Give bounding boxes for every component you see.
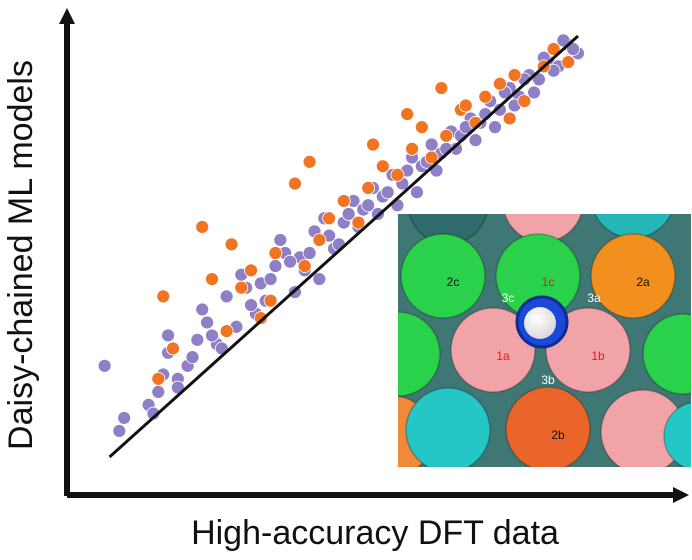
inset-surface-model: 2c 1c 2a 1a 1b 2b 3c 3a 3b [398, 214, 691, 467]
surface-atom [663, 401, 691, 467]
series-0-point [556, 33, 571, 48]
series-0-point [112, 424, 127, 438]
series-1-point [361, 180, 376, 195]
series-1-point [351, 215, 366, 230]
series-1-point [234, 280, 249, 295]
series-1-point [224, 237, 239, 252]
site-label-1b: 1b [591, 349, 605, 363]
series-1-point [195, 220, 210, 234]
site-label-3b: 3b [541, 373, 555, 387]
series-1-point [414, 120, 429, 135]
series-1-point [439, 128, 454, 143]
y-axis-label: Daisy-chained ML models [2, 60, 40, 450]
series-0-point [263, 272, 278, 286]
series-0-point [341, 207, 356, 221]
surface-atom [398, 311, 441, 397]
series-1-point [219, 324, 234, 339]
series-0-point [493, 102, 507, 117]
series-0-point [97, 358, 112, 373]
series-0-point [410, 185, 424, 200]
site-label-2c: 2c [447, 275, 460, 289]
series-0-point [195, 302, 210, 317]
series-1-point [297, 259, 312, 273]
adsorbate-core [524, 307, 556, 339]
series-0-point [283, 254, 297, 269]
series-1-point [502, 111, 517, 126]
series-1-point [546, 42, 561, 56]
series-0-point [302, 246, 317, 260]
series-1-point [205, 272, 219, 286]
series-0-point [244, 298, 258, 312]
series-1-point [322, 211, 337, 226]
x-axis-label: High-accuracy DFT data [191, 514, 559, 552]
series-1-point [288, 176, 302, 191]
series-1-point [302, 154, 317, 169]
site-label-1c: 1c [542, 275, 555, 289]
series-1-point [400, 107, 415, 122]
series-1-point [366, 137, 380, 152]
series-1-point [253, 311, 268, 326]
series-0-point [273, 233, 288, 247]
site-label-3a: 3a [587, 291, 601, 305]
series-1-point [434, 81, 449, 95]
surface-atom [504, 214, 582, 243]
series-1-point [405, 141, 419, 156]
series-0-point [488, 120, 502, 135]
series-0-point [117, 411, 132, 425]
site-label-2b: 2b [551, 428, 565, 442]
series-0-point [468, 133, 483, 148]
surface-atom [594, 214, 672, 239]
series-1-point [151, 371, 166, 386]
fit-line [108, 34, 580, 459]
series-1-point [268, 246, 283, 260]
series-0-point [312, 272, 327, 286]
series-0-point [185, 350, 200, 365]
inset-spheres: 2c 1c 2a 1a 1b 2b 3c 3a 3b [398, 214, 691, 467]
series-1-point [424, 150, 439, 165]
plot-area [97, 33, 585, 459]
series-0-point [190, 332, 205, 347]
series-1-point [493, 76, 507, 91]
surface-atom [450, 307, 536, 393]
series-0-point [219, 289, 234, 304]
series-0-point [205, 328, 219, 343]
series-0-point [566, 42, 581, 56]
series-1-point [390, 167, 405, 182]
series-1-point [561, 55, 576, 69]
series-1-point [507, 68, 522, 82]
site-label-1a: 1a [496, 349, 510, 363]
series-1-point [375, 159, 390, 174]
series-1-point [244, 263, 258, 278]
surface-atom [642, 313, 691, 395]
series-0-point [268, 259, 283, 273]
surface-atom [400, 233, 486, 319]
series-1 [151, 42, 576, 386]
surface-atom [505, 386, 591, 467]
series-0-point [161, 328, 175, 343]
series-0-point [151, 384, 166, 399]
series-1-point [458, 98, 473, 113]
surface-atom [405, 387, 491, 467]
surface-atom [590, 233, 676, 319]
series-1-point [312, 233, 327, 247]
series-0-point [361, 198, 376, 213]
series-1-point [166, 341, 180, 356]
series-1-point [263, 293, 278, 308]
site-label-3c: 3c [502, 291, 515, 305]
series-1-point [336, 194, 351, 208]
series-1-point [517, 94, 532, 108]
site-label-2a: 2a [636, 275, 650, 289]
series-0-point [200, 315, 215, 330]
series-0-point [380, 185, 395, 200]
series-1-point [478, 89, 493, 104]
series-0-point [527, 85, 541, 100]
series-1-point [156, 289, 171, 304]
